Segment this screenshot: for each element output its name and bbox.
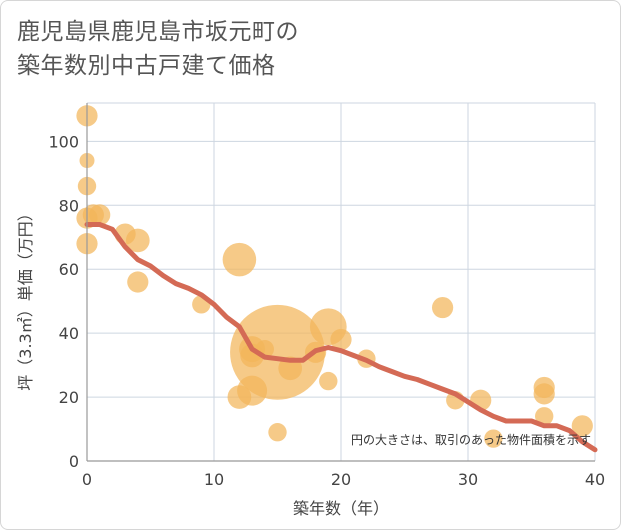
bubble-point-8	[125, 228, 150, 253]
x-tick-label-10: 10	[204, 470, 224, 489]
bubble-point-11	[222, 242, 257, 277]
y-tick-label-80: 80	[59, 196, 79, 215]
grid-lines	[87, 102, 596, 461]
bubble-point-30	[533, 383, 555, 405]
trend-line	[84, 222, 598, 453]
chart-title: 鹿児島県鹿児島市坂元町の 築年数別中古戸建て価格	[17, 15, 537, 83]
bubble-size-note: 円の大きさは、取引のあった物件面積を示す	[351, 432, 591, 447]
axes	[86, 103, 595, 462]
x-tick-label-20: 20	[331, 470, 351, 489]
y-axis-label: 坪（3.3㎡）単価（万円）	[16, 205, 35, 390]
y-tick-label-100: 100	[48, 132, 79, 151]
x-tick-label-30: 30	[458, 470, 478, 489]
bubble-series	[76, 105, 593, 448]
bubble-point-23	[330, 328, 352, 351]
bubble-point-22	[319, 371, 338, 391]
trend-series	[84, 222, 598, 453]
chart-title-line-2: 築年数別中古戸建て価格	[17, 53, 276, 79]
x-tick-label-40: 40	[585, 470, 605, 489]
x-tick-label-0: 0	[82, 470, 92, 489]
bubble-point-28	[484, 429, 503, 448]
x-axis-label: 築年数（年）	[293, 499, 389, 518]
tick-labels: 0 10 20 30 40 0 20 40 60 80 100	[48, 132, 605, 489]
y-tick-label-60: 60	[59, 260, 79, 279]
chart-title-line-1: 鹿児島県鹿児島市坂元町の	[17, 19, 299, 45]
bubble-point-32	[571, 415, 593, 437]
bubble-point-18	[268, 423, 287, 442]
y-tick-label-20: 20	[59, 388, 79, 407]
bubble-point-9	[127, 271, 149, 293]
bubble-point-17	[230, 304, 325, 400]
bubble-point-6	[89, 204, 111, 226]
bubble-point-25	[431, 296, 454, 319]
y-tick-label-0: 0	[69, 452, 79, 471]
y-tick-label-40: 40	[59, 324, 79, 343]
bubble-point-31	[535, 407, 554, 426]
